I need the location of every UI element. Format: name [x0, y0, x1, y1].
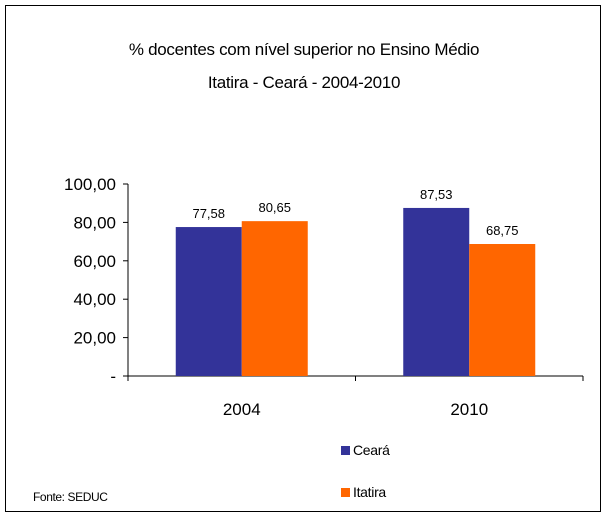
y-tick-label: 100,00	[64, 175, 116, 194]
y-tick-label: 80,00	[73, 213, 116, 232]
chart-subtitle: Itatira - Ceará - 2004-2010	[207, 73, 401, 92]
bar-cear-2004	[175, 227, 242, 376]
legend-swatch-ceara	[341, 445, 350, 455]
data-label: 68,75	[486, 223, 519, 238]
bar-itatira-2004	[241, 221, 308, 376]
bar-itatira-2010	[469, 244, 536, 376]
x-category-label: 2010	[450, 400, 488, 419]
y-tick-label: 40,00	[73, 290, 116, 309]
chart-title: % docentes com nível superior no Ensino …	[128, 40, 480, 59]
legend-label-ceara: Ceará	[353, 442, 390, 458]
legend-item-itatira: Itatira	[341, 484, 386, 500]
legend-item-ceara: Ceará	[341, 442, 390, 458]
chart-frame	[5, 5, 601, 512]
data-label: 80,65	[258, 200, 291, 215]
legend-label-itatira: Itatira	[353, 484, 386, 500]
y-tick-label: 60,00	[73, 252, 116, 271]
source-note: Fonte: SEDUC	[33, 490, 108, 504]
y-tick-label: 20,00	[73, 329, 116, 348]
data-label: 87,53	[420, 187, 453, 202]
data-label: 77,58	[192, 206, 225, 221]
x-category-label: 2004	[223, 400, 261, 419]
y-tick-label: -	[110, 367, 116, 386]
legend-swatch-itatira	[341, 487, 350, 497]
bar-cear-2010	[403, 207, 470, 376]
